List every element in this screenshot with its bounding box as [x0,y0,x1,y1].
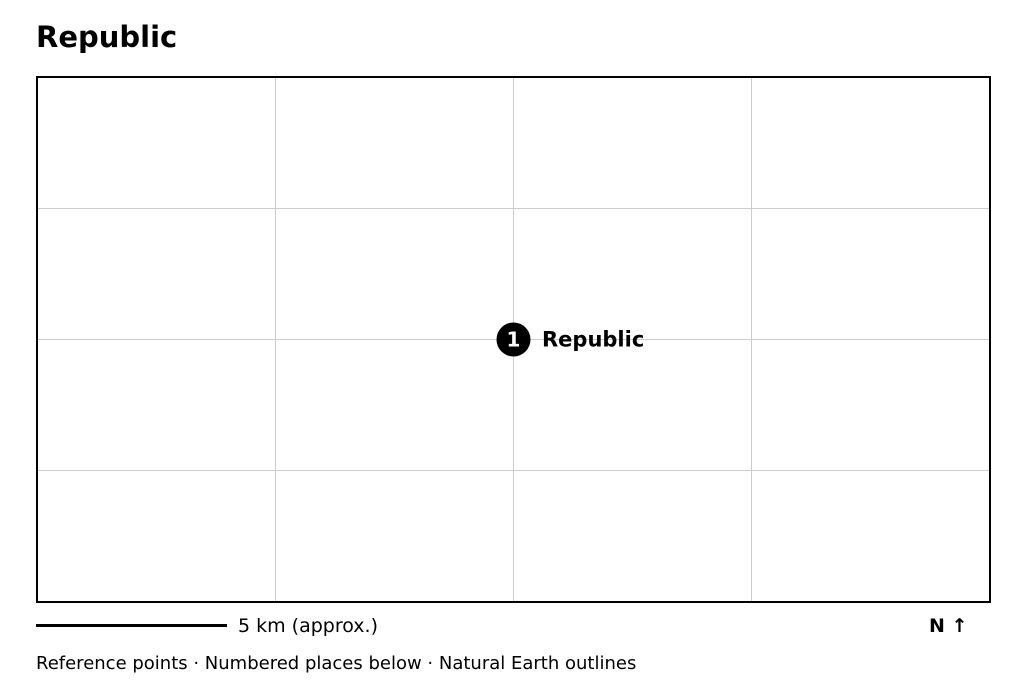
scale-bar-line [36,624,227,627]
place-label: Republic [542,328,644,352]
place-marker-number: 1 [507,328,521,352]
map-title: Republic [36,20,178,54]
map-attribution: Reference points · Numbered places below… [36,653,637,674]
map-canvas[interactable]: 1 Republic [38,78,989,601]
place-marker-republic[interactable]: 1 Republic [496,322,645,357]
scale-bar-label: 5 km (approx.) [238,615,378,637]
north-arrow-icon: N ↑ [929,615,968,637]
scale-bar: 5 km (approx.) [36,612,456,640]
map-frame[interactable]: 1 Republic [36,76,991,603]
place-marker-circle[interactable] [496,322,531,357]
